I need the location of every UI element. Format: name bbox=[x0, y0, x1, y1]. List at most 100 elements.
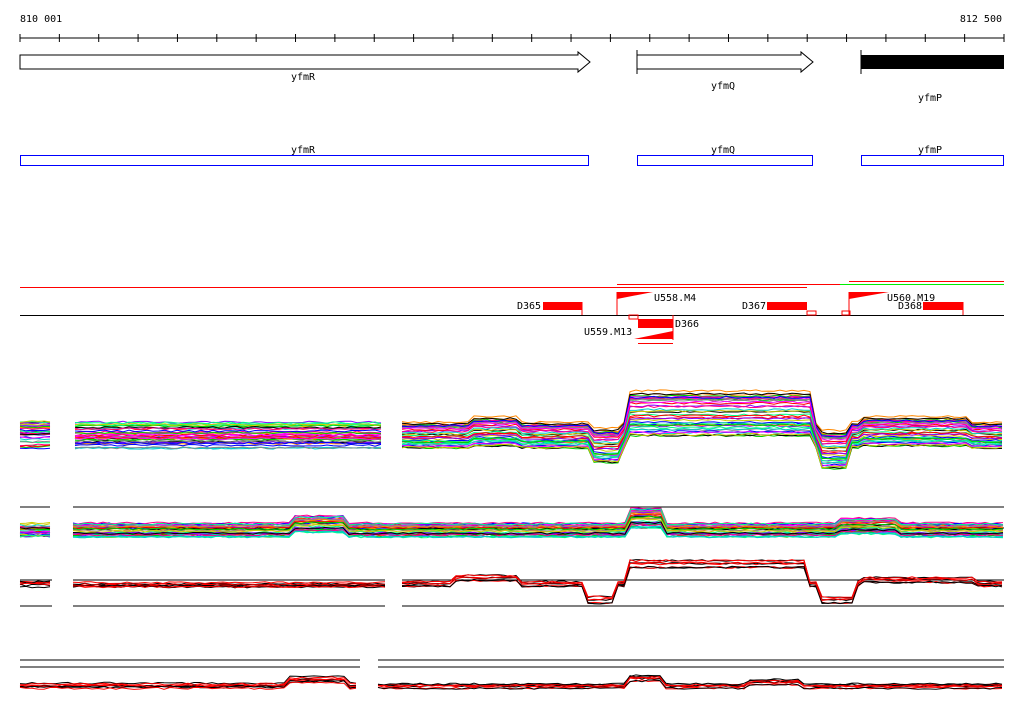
profile-line bbox=[19, 531, 51, 534]
profile-line bbox=[19, 433, 51, 436]
feature-label: U558.M4 bbox=[654, 293, 696, 304]
profile-line bbox=[401, 565, 1003, 605]
profile-line bbox=[401, 409, 1003, 449]
profile-line bbox=[401, 389, 1003, 432]
profile-line bbox=[401, 413, 1003, 453]
profile-line bbox=[19, 436, 50, 439]
feature-U558.M4[interactable]: U558.M4 bbox=[616, 292, 696, 320]
gene-label: yfmR bbox=[291, 72, 316, 83]
profile-line bbox=[19, 445, 51, 449]
feature-label: U560.M19 bbox=[887, 293, 935, 304]
profile-line bbox=[19, 427, 51, 430]
profile-line bbox=[19, 447, 51, 450]
profile-line bbox=[74, 427, 382, 431]
profile-line bbox=[377, 676, 1003, 688]
profile-line bbox=[401, 423, 1003, 460]
profile-line bbox=[401, 407, 1003, 448]
profile-line bbox=[19, 522, 51, 526]
coordinate-ruler: 810 001 812 500 bbox=[19, 14, 1005, 42]
feature-D365[interactable]: D365 bbox=[517, 301, 583, 315]
profile-line bbox=[19, 534, 51, 538]
profile-line bbox=[74, 446, 382, 450]
feature-D368[interactable]: D368 bbox=[898, 301, 964, 315]
profile-line bbox=[19, 678, 357, 688]
profile-line bbox=[74, 441, 382, 445]
profile-line bbox=[401, 561, 1003, 601]
profile-line bbox=[19, 440, 51, 444]
profile-line bbox=[19, 681, 357, 690]
profile-line bbox=[72, 517, 1004, 533]
profile-line bbox=[19, 521, 51, 525]
profile-line bbox=[72, 515, 1004, 531]
profile-line bbox=[19, 438, 51, 441]
feature-label: D366 bbox=[675, 319, 699, 330]
profile-line bbox=[72, 525, 1004, 539]
gene-box-label: yfmR bbox=[291, 145, 316, 156]
profile-line bbox=[72, 512, 1004, 529]
profile-line bbox=[401, 430, 1003, 467]
profile-line bbox=[72, 507, 1004, 525]
profile-line bbox=[72, 510, 1004, 528]
gene-yfmP[interactable]: yfmP bbox=[860, 50, 1004, 104]
feature-label: D368 bbox=[898, 301, 922, 312]
profile-line bbox=[401, 404, 1003, 445]
profile-line bbox=[19, 580, 51, 584]
feature-label: D365 bbox=[517, 301, 541, 312]
profile-line bbox=[72, 583, 385, 587]
profile-line bbox=[72, 585, 386, 589]
profile-panel bbox=[19, 559, 1004, 607]
profile-line bbox=[401, 565, 1003, 605]
profile-line bbox=[401, 425, 1003, 463]
feature-D367[interactable]: D367 bbox=[742, 301, 817, 316]
ruler-start-label: 810 001 bbox=[20, 14, 62, 25]
profile-panel bbox=[19, 659, 1004, 690]
profile-line bbox=[19, 444, 51, 448]
profile-line bbox=[72, 508, 1004, 526]
gene-label: yfmP bbox=[918, 93, 942, 104]
gene-box-label: yfmP bbox=[918, 145, 942, 156]
profile-line bbox=[401, 400, 1003, 441]
profile-line bbox=[401, 559, 1003, 599]
transcription-features-track: D365 U558.M4 D367 U560.M19 D368 D366 bbox=[20, 281, 1004, 344]
profile-line bbox=[19, 425, 51, 429]
gene-boxes-track: yfmR yfmQ yfmP bbox=[20, 145, 1004, 166]
feature-U559.M13[interactable]: U559.M13 bbox=[584, 327, 673, 344]
profile-line bbox=[401, 417, 1003, 455]
profile-line bbox=[401, 421, 1003, 459]
profile-line bbox=[19, 524, 51, 527]
profile-line bbox=[377, 679, 1003, 690]
gene-label: yfmQ bbox=[711, 81, 735, 92]
profile-line bbox=[74, 425, 382, 429]
profile-line bbox=[74, 422, 382, 426]
profile-line bbox=[72, 517, 1004, 533]
gene-box-label: yfmQ bbox=[711, 145, 735, 156]
gene-yfmQ[interactable]: yfmQ bbox=[636, 50, 814, 92]
profile-line bbox=[74, 424, 382, 428]
gene-box-yfmQ[interactable] bbox=[637, 155, 813, 166]
profile-line bbox=[74, 436, 382, 441]
profile-line bbox=[72, 513, 1004, 530]
profile-line bbox=[19, 678, 357, 688]
profile-line bbox=[19, 430, 51, 434]
gene-yfmR[interactable]: yfmR bbox=[19, 50, 591, 83]
profile-panel bbox=[19, 506, 1004, 539]
gene-box-yfmR[interactable] bbox=[20, 155, 589, 166]
profile-line bbox=[74, 433, 382, 437]
feature-label: D367 bbox=[742, 301, 766, 312]
profile-line bbox=[401, 559, 1003, 599]
profile-line bbox=[19, 526, 51, 528]
gene-box-yfmP[interactable] bbox=[861, 155, 1004, 166]
feature-U560.M19[interactable]: U560.M19 bbox=[841, 292, 935, 316]
profile-line bbox=[19, 428, 51, 432]
profile-line bbox=[72, 581, 386, 585]
profile-line bbox=[72, 521, 1004, 535]
profile-line bbox=[401, 392, 1003, 435]
profile-line bbox=[401, 427, 1003, 465]
expression-profiles bbox=[19, 389, 1004, 690]
gene-arrows: yfmR yfmQ yfmP bbox=[19, 50, 1004, 104]
profile-line bbox=[19, 440, 50, 444]
profile-line bbox=[401, 405, 1003, 445]
profile-line bbox=[402, 565, 1003, 605]
profile-line bbox=[401, 395, 1003, 438]
